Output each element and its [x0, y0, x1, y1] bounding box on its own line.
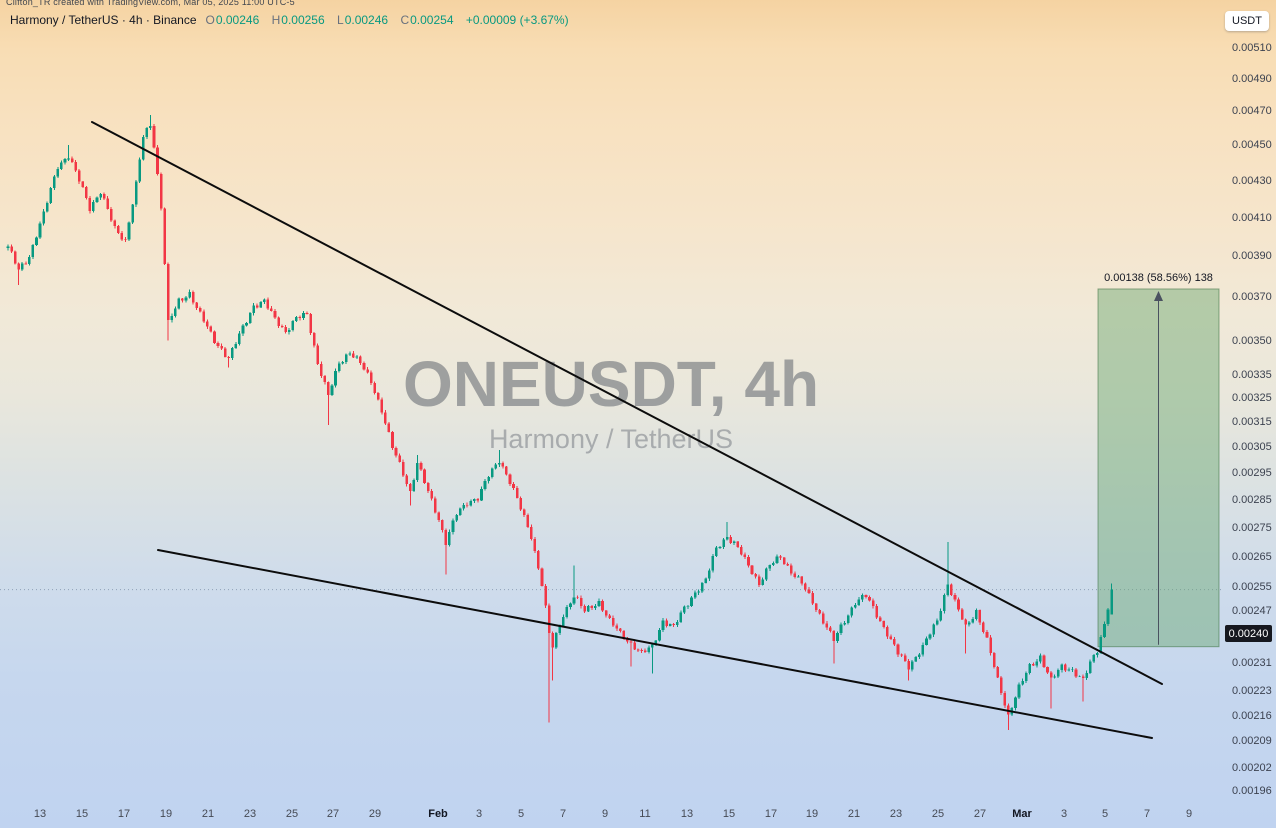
time-tick: 3 [475, 808, 483, 820]
time-tick: 3 [1060, 808, 1068, 820]
time-tick: 23 [243, 808, 257, 820]
time-tick: 27 [326, 808, 340, 820]
price-tick: 0.00285 [1232, 494, 1272, 507]
price-tick: 0.00223 [1232, 684, 1272, 697]
price-tick: 0.00209 [1232, 735, 1272, 748]
time-tick: 23 [889, 808, 903, 820]
upper-descending-trendline[interactable] [91, 121, 1163, 685]
time-tick: 25 [285, 808, 299, 820]
close-label: C [400, 13, 410, 27]
open-value: 0.00246 [215, 13, 260, 27]
price-tick: 0.00265 [1232, 550, 1272, 563]
price-tick: 0.00510 [1232, 42, 1272, 54]
price-tick: 0.00410 [1232, 211, 1272, 224]
close-value: 0.00254 [410, 13, 454, 27]
price-tick: 0.00370 [1232, 291, 1272, 304]
time-tick: 27 [973, 808, 987, 820]
price-tick: 0.00335 [1232, 368, 1272, 381]
price-tick: 0.00430 [1232, 174, 1272, 187]
price-tick: 0.00295 [1232, 467, 1272, 480]
price-tick: 0.00231 [1232, 657, 1272, 670]
candlestick-series [6, 114, 1113, 731]
time-tick: 9 [1185, 808, 1193, 820]
time-tick: 17 [764, 808, 778, 820]
time-tick: 17 [117, 808, 131, 820]
ohlc-readout: O0.00246 H0.00256 L0.00246 C0.00254 +0.0… [197, 13, 569, 27]
time-tick: 13 [680, 808, 694, 820]
price-axis[interactable]: 0.00510 0.00490 0.00470 0.00450 0.00430 0.004… [1222, 0, 1276, 828]
time-tick: 9 [601, 808, 609, 820]
price-tick: 0.00216 [1232, 709, 1272, 722]
time-tick: 25 [931, 808, 945, 820]
time-tick: 19 [159, 808, 173, 820]
attribution-note: Clifton_TR created with TradingView.com,… [6, 0, 295, 7]
price-tick: 0.00275 [1232, 521, 1272, 534]
price-tick: 0.00196 [1232, 785, 1272, 797]
lower-descending-trendline[interactable] [157, 549, 1153, 739]
last-price-badge: 0.00240 [1225, 625, 1272, 643]
price-tick: 0.00315 [1232, 416, 1272, 429]
time-tick: 15 [722, 808, 736, 820]
open-label: O [205, 13, 215, 27]
time-tick: 5 [1101, 808, 1109, 820]
price-tick: 0.00202 [1232, 761, 1272, 774]
price-tick: 0.00247 [1232, 605, 1272, 618]
time-tick: Feb [428, 808, 448, 820]
price-tick: 0.00470 [1232, 105, 1272, 118]
price-tick: 0.00390 [1232, 250, 1272, 263]
high-label: H [271, 13, 281, 27]
measure-tool-label[interactable]: 0.00138 (58.56%) 138 [1104, 271, 1213, 284]
time-tick: 5 [517, 808, 525, 820]
time-tick: 7 [1143, 808, 1151, 820]
symbol-title[interactable]: Harmony / TetherUS · 4h · Binance [10, 13, 197, 27]
price-tick: 0.00350 [1232, 334, 1272, 347]
time-tick: 21 [847, 808, 861, 820]
time-tick: 21 [201, 808, 215, 820]
high-value: 0.00256 [281, 13, 325, 27]
time-tick: 7 [559, 808, 567, 820]
time-tick: 15 [75, 808, 89, 820]
low-value: 0.00246 [344, 13, 389, 27]
time-tick: 13 [33, 808, 47, 820]
low-label: L [337, 13, 344, 27]
change-value: +0.00009 (+3.67%) [465, 13, 569, 27]
price-range-arrowhead [1154, 290, 1163, 301]
time-tick: Mar [1012, 808, 1032, 820]
price-tick: 0.00490 [1232, 73, 1272, 86]
symbol-legend: Harmony / TetherUS · 4h · Binance O0.002… [10, 13, 569, 27]
price-tick: 0.00450 [1232, 139, 1272, 152]
time-tick: 29 [368, 808, 382, 820]
price-tick: 0.00325 [1232, 392, 1272, 405]
price-tick: 0.00305 [1232, 441, 1272, 454]
time-tick: 19 [805, 808, 819, 820]
price-tick: 0.00255 [1232, 580, 1272, 593]
time-tick: 11 [639, 808, 651, 820]
currency-unit-button[interactable]: USDT [1225, 11, 1269, 31]
time-axis[interactable]: 13 15 17 19 21 23 25 27 29 Feb 3 5 7 9 11 13 15 17 19 21 23 2… [0, 802, 1276, 828]
